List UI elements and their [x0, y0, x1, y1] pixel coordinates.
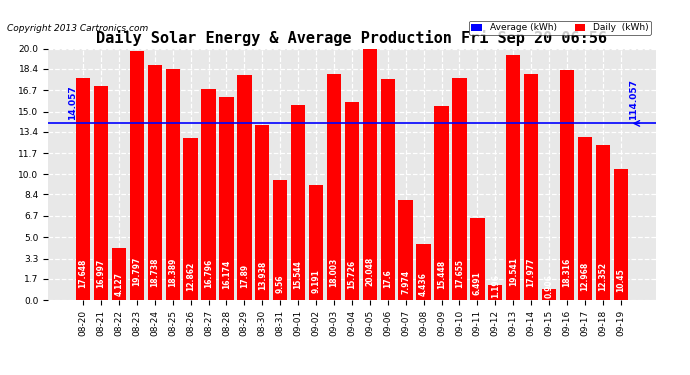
Text: 16.796: 16.796 — [204, 259, 213, 288]
Bar — [506, 54, 520, 300]
Bar — [112, 248, 126, 300]
Text: 20.048: 20.048 — [365, 257, 374, 286]
Text: Copyright 2013 Cartronics.com: Copyright 2013 Cartronics.com — [7, 24, 148, 33]
Bar — [399, 200, 413, 300]
Bar — [291, 105, 305, 300]
Bar — [237, 75, 252, 300]
Bar — [201, 89, 216, 300]
Bar — [542, 289, 556, 300]
Bar — [452, 78, 466, 300]
Bar — [219, 97, 234, 300]
Text: 1.196: 1.196 — [491, 274, 500, 298]
Bar — [76, 78, 90, 300]
Text: 19.797: 19.797 — [132, 257, 141, 286]
Bar — [488, 285, 502, 300]
Text: 15.448: 15.448 — [437, 260, 446, 289]
Bar — [560, 70, 574, 300]
Bar — [363, 48, 377, 300]
Bar — [345, 102, 359, 300]
Text: 13.938: 13.938 — [258, 261, 267, 290]
Text: 6.491: 6.491 — [473, 271, 482, 295]
Text: 17.6: 17.6 — [383, 269, 392, 288]
Text: 7.974: 7.974 — [401, 270, 410, 294]
Bar — [184, 138, 198, 300]
Bar — [595, 145, 610, 300]
Text: 114.057: 114.057 — [629, 79, 638, 120]
Text: 15.544: 15.544 — [294, 260, 303, 289]
Text: 16.997: 16.997 — [97, 259, 106, 288]
Text: 15.726: 15.726 — [347, 260, 357, 289]
Text: 12.968: 12.968 — [580, 261, 589, 291]
Bar — [417, 244, 431, 300]
Text: 18.389: 18.389 — [168, 258, 177, 287]
Bar — [524, 74, 538, 300]
Text: 18.003: 18.003 — [330, 258, 339, 287]
Text: 16.174: 16.174 — [222, 260, 231, 289]
Bar — [148, 64, 162, 300]
Text: 17.655: 17.655 — [455, 259, 464, 288]
Title: Daily Solar Energy & Average Production Fri Sep 20 06:56: Daily Solar Energy & Average Production … — [97, 30, 607, 46]
Text: 9.56: 9.56 — [276, 274, 285, 293]
Bar — [578, 137, 592, 300]
Text: 9.191: 9.191 — [312, 269, 321, 293]
Text: 4.436: 4.436 — [419, 272, 428, 296]
Text: 17.648: 17.648 — [79, 258, 88, 288]
Bar — [434, 106, 448, 300]
Text: 12.862: 12.862 — [186, 261, 195, 291]
Text: 17.977: 17.977 — [526, 258, 535, 288]
Bar — [94, 87, 108, 300]
Text: 10.45: 10.45 — [616, 268, 625, 292]
Bar — [166, 69, 180, 300]
Bar — [381, 79, 395, 300]
Text: 0.906: 0.906 — [544, 274, 553, 298]
Text: 18.738: 18.738 — [150, 258, 159, 287]
Text: 4.127: 4.127 — [115, 272, 124, 296]
Bar — [255, 125, 270, 300]
Bar — [470, 219, 484, 300]
Text: 18.316: 18.316 — [562, 258, 571, 287]
Bar — [309, 184, 323, 300]
Text: 14.057: 14.057 — [68, 85, 77, 120]
Text: 12.352: 12.352 — [598, 262, 607, 291]
Bar — [273, 180, 287, 300]
Bar — [327, 74, 341, 300]
Bar — [613, 169, 628, 300]
Text: 19.541: 19.541 — [509, 258, 518, 286]
Legend: Average (kWh), Daily  (kWh): Average (kWh), Daily (kWh) — [469, 21, 651, 35]
Bar — [130, 51, 144, 300]
Text: 17.89: 17.89 — [240, 263, 249, 288]
